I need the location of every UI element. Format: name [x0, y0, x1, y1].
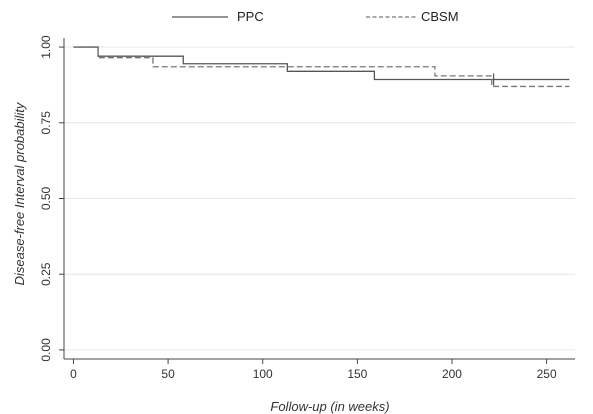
- x-tick-label: 250: [537, 367, 557, 381]
- legend-label-cbsm: CBSM: [421, 9, 459, 24]
- legend-label-ppc: PPC: [237, 9, 264, 24]
- y-tick-label: 0.75: [39, 111, 53, 135]
- x-tick-label: 150: [347, 367, 367, 381]
- gridlines: [64, 46, 575, 351]
- series-line-ppc: [73, 46, 570, 81]
- y-tick-label: 0.00: [39, 338, 53, 362]
- y-tick-label: 0.25: [39, 262, 53, 286]
- y-tick-label: 1.00: [39, 35, 53, 59]
- series-lines: [73, 46, 570, 88]
- x-tick-label: 100: [253, 367, 273, 381]
- x-axis-title: Follow-up (in weeks): [270, 399, 389, 414]
- legend: PPC CBSM: [172, 9, 459, 24]
- x-tick-label: 0: [70, 367, 77, 381]
- series-line-cbsm: [73, 46, 570, 88]
- y-tick-label: 0.50: [39, 186, 53, 210]
- x-tick-label: 50: [161, 367, 175, 381]
- y-axis-title: Disease-free Interval probability: [12, 101, 27, 285]
- ticks: 0.00 0.25 0.50 0.75 1.00 0 50 100 150 200 250: [39, 35, 557, 381]
- x-tick-label: 200: [442, 367, 462, 381]
